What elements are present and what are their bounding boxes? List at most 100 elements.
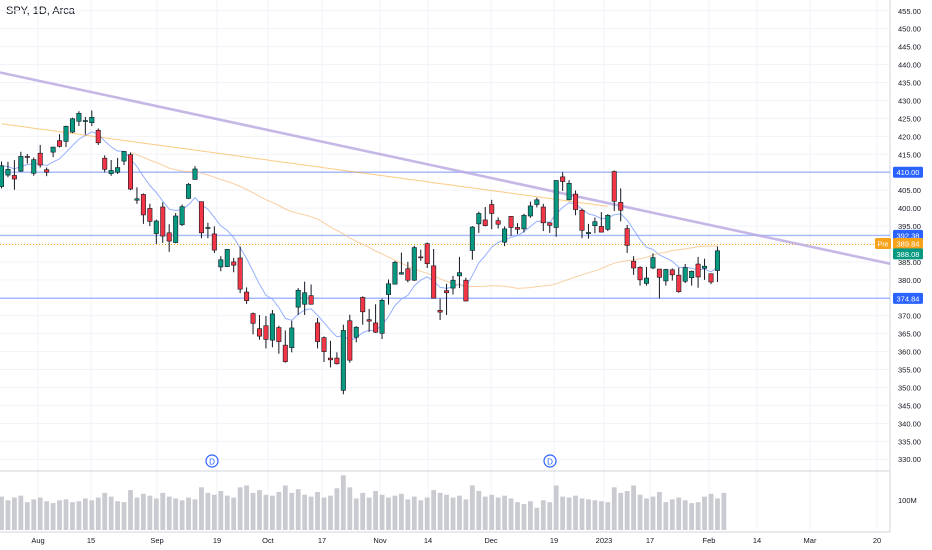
- price-tick-label: 330.00: [898, 455, 921, 464]
- volume-bar: [353, 498, 359, 530]
- candle-body: [489, 204, 495, 214]
- volume-bar: [276, 491, 282, 530]
- candle-body: [702, 265, 708, 269]
- candle-body: [44, 169, 50, 173]
- price-badge-value: 388.08: [897, 250, 920, 259]
- candle-body: [560, 176, 566, 182]
- candle-body: [128, 154, 134, 190]
- volume-bar: [153, 498, 159, 530]
- candle-body: [237, 257, 243, 290]
- candle-body: [153, 220, 159, 234]
- dividend-label: D: [209, 458, 215, 467]
- volume-bar: [482, 496, 488, 530]
- volume-bar: [657, 491, 662, 530]
- volume-bar: [676, 497, 682, 530]
- candle-body: [366, 319, 372, 322]
- candle-body: [411, 247, 417, 281]
- volume-bar: [231, 497, 237, 530]
- price-tick-label: 405.00: [898, 186, 921, 195]
- volume-bar: [437, 492, 443, 530]
- volume-bar: [141, 493, 146, 530]
- candle-body: [476, 213, 482, 225]
- candle-body: [186, 184, 192, 199]
- volume-bar: [702, 496, 707, 530]
- price-tick-label: 450.00: [898, 25, 921, 34]
- candle-body: [140, 194, 146, 216]
- volume-bar: [315, 491, 320, 530]
- candle-body: [173, 215, 179, 243]
- price-tick-label: 385.00: [898, 258, 921, 267]
- volume-bar: [218, 491, 224, 530]
- candle-body: [256, 328, 262, 337]
- volume-bar: [450, 497, 456, 530]
- candle-body: [198, 201, 204, 234]
- candle-body: [656, 268, 662, 278]
- price-tick-label: 370.00: [898, 312, 921, 321]
- price-tick-label: 420.00: [898, 132, 921, 141]
- price-label-badge: 389.84 Pre: [875, 238, 923, 250]
- candle-body: [166, 232, 172, 242]
- candle-body: [405, 268, 411, 281]
- volume-bar: [237, 487, 243, 530]
- price-tick-label: 355.00: [898, 366, 921, 375]
- volume-bar: [302, 494, 308, 530]
- volume-bar: [463, 499, 469, 530]
- volume-bar: [721, 492, 727, 530]
- volume-bar: [534, 507, 540, 530]
- candle-body: [444, 290, 450, 294]
- candle-body: [450, 279, 456, 289]
- volume-bar: [489, 494, 495, 530]
- time-tick-label: Aug: [31, 536, 44, 545]
- volume-bar: [308, 496, 314, 530]
- candle-body: [508, 216, 514, 228]
- volume-bar: [695, 502, 701, 530]
- pre-tag-label: Pre: [878, 242, 889, 249]
- candle-body: [244, 291, 250, 301]
- volume-bar: [708, 493, 714, 530]
- volume-bar: [89, 500, 95, 530]
- time-tick-label: 17: [318, 536, 326, 545]
- volume-bar: [515, 502, 520, 530]
- volume-bar: [24, 502, 30, 530]
- candle-body: [57, 140, 63, 147]
- candle-body: [553, 180, 559, 228]
- volume-bar: [592, 500, 598, 530]
- price-tick-label: 400.00: [898, 204, 921, 213]
- volume-bar: [598, 501, 604, 530]
- volume-bar: [108, 496, 114, 530]
- volume-bar: [321, 497, 327, 530]
- candle-body: [282, 344, 288, 362]
- price-tick-label: 430.00: [898, 96, 921, 105]
- candle-body: [573, 193, 579, 210]
- price-tick-label: 425.00: [898, 114, 921, 123]
- time-tick-label: 2023: [596, 536, 613, 545]
- time-tick-label: Sep: [150, 536, 163, 545]
- candle-body: [218, 259, 224, 268]
- volume-bar: [424, 497, 430, 530]
- volume-bar: [179, 500, 185, 530]
- candle-body: [495, 220, 501, 225]
- volume-bar: [199, 487, 204, 530]
- candle-body: [637, 266, 643, 281]
- candle-body: [121, 151, 127, 162]
- volume-bar: [566, 497, 572, 530]
- volume-bar: [715, 498, 720, 530]
- volume-bar: [373, 491, 378, 530]
- candle-body: [469, 226, 475, 251]
- price-badge-value: 410.00: [897, 168, 920, 177]
- volume-bar: [295, 489, 301, 530]
- volume-bar: [411, 496, 417, 530]
- candle-body: [437, 310, 443, 313]
- ma-long-line: [1, 123, 608, 207]
- candle-body: [134, 198, 140, 201]
- price-tick-label: 455.00: [898, 7, 921, 16]
- price-badge-value: 392.38: [897, 231, 920, 240]
- volume-bar: [508, 498, 514, 530]
- volume-bars: [0, 475, 727, 530]
- dividend-marker: D: [205, 454, 219, 468]
- volume-bar: [682, 500, 688, 530]
- volume-bar: [102, 492, 108, 530]
- volume-bar: [663, 502, 669, 530]
- candle-body: [269, 313, 275, 341]
